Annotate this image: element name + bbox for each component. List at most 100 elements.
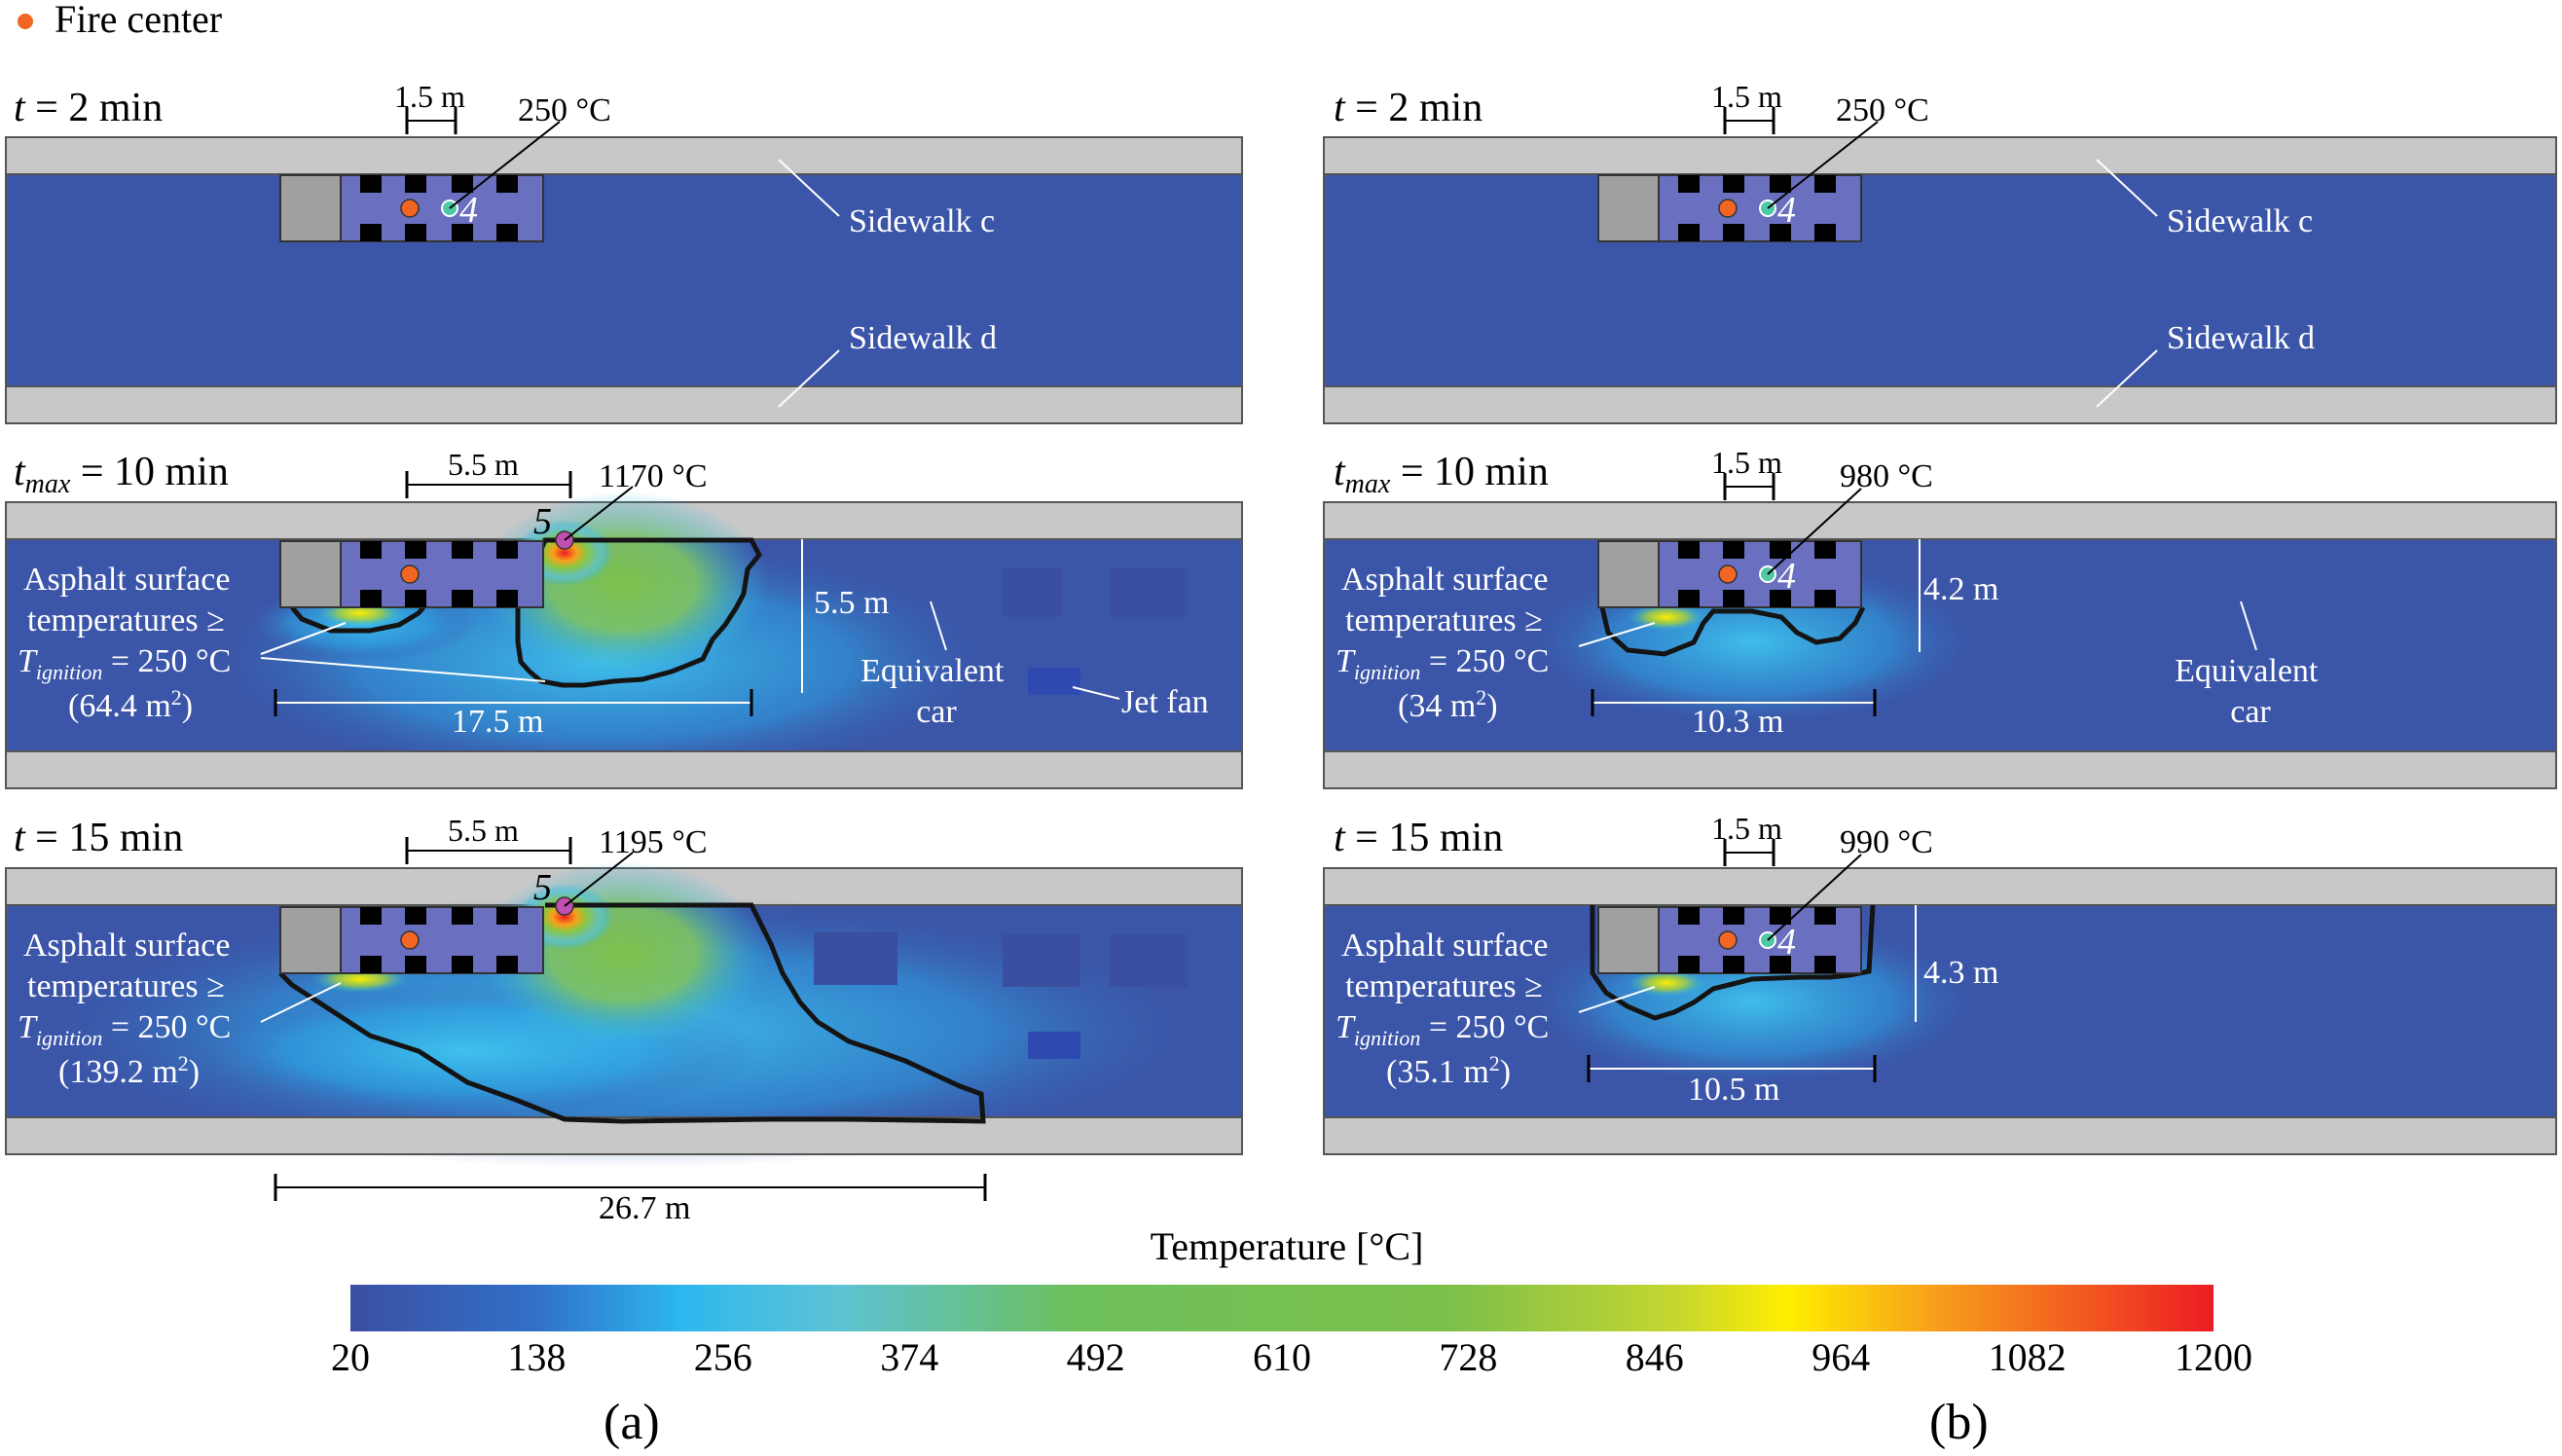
sidewalk-bottom: [5, 385, 1243, 424]
panel-b-caption: (b): [1929, 1395, 1989, 1450]
jet-fan-label: Jet fan: [1121, 684, 1209, 720]
ignition-threshold-label: Tignition = 250 °C: [18, 643, 231, 684]
panel-a-row-2min: t = 2 min 4 250 °C 1.5 m Sidewalk c Side…: [5, 79, 1243, 424]
equivalent-car-label: Equivalent car: [860, 653, 1012, 730]
sidewalk-c-label: Sidewalk c: [2167, 203, 2313, 239]
ignition-threshold-label: Tignition = 250 °C: [1336, 1009, 1549, 1050]
colorbar-tick-1: 138: [507, 1335, 566, 1379]
fire-center-marker: [400, 199, 420, 218]
panel-a-row-10min: tmax = 10 min 5 1170 °C: [5, 447, 1243, 789]
panel-b-row-2min: t = 2 min 4 250 °C 1.5 m Sidewalk c Side…: [1323, 79, 2557, 424]
asphalt-label: Asphalt surface temperatures ≥: [23, 562, 238, 638]
car-dim-label: 1.5 m: [1711, 445, 1782, 480]
ignition-area-label: (34 m2): [1398, 685, 1498, 724]
peak-temp-label: 990 °C: [1840, 824, 1933, 860]
fire-center-legend-marker: [18, 14, 33, 29]
time-label: t = 2 min: [14, 86, 163, 130]
time-label: t = 15 min: [14, 816, 183, 860]
colorbar-tick-4: 492: [1067, 1335, 1125, 1379]
fire-center-marker: [1718, 199, 1738, 218]
time-label: tmax = 10 min: [1334, 450, 1549, 499]
legend: Fire center: [18, 0, 222, 41]
peak-temp-label: 1170 °C: [599, 458, 708, 494]
car-dim-label: 1.5 m: [1711, 79, 1782, 114]
ignition-threshold-label: Tignition = 250 °C: [1336, 643, 1549, 684]
fire-center-marker: [1718, 930, 1738, 950]
car-dim-label: 5.5 m: [448, 447, 519, 482]
peak-temp-label: 250 °C: [518, 92, 611, 128]
colorbar-tick-3: 374: [880, 1335, 938, 1379]
burning-car: [279, 540, 544, 608]
panel-a: t = 2 min 4 250 °C 1.5 m Sidewalk c Side…: [5, 79, 1243, 1450]
fire-center-marker: [400, 930, 420, 950]
sidewalk-bottom: [1323, 385, 2557, 424]
length-dim-label: 17.5 m: [452, 704, 543, 740]
ignition-area-label: (35.1 m2): [1386, 1051, 1511, 1090]
sensor-id: 5: [533, 501, 552, 542]
sidewalk-bottom: [1323, 750, 2557, 789]
peak-temp-label: 250 °C: [1836, 92, 1929, 128]
car-dim-label: 1.5 m: [1711, 811, 1782, 846]
time-label: t = 2 min: [1334, 86, 1482, 130]
sidewalk-c-label: Sidewalk c: [849, 203, 995, 239]
sidewalk-top: [5, 136, 1243, 175]
total-length-dim-label: 26.7 m: [599, 1190, 690, 1226]
sidewalk-d-label: Sidewalk d: [2167, 320, 2315, 356]
ignition-contour-small: [290, 605, 425, 634]
asphalt-label: Asphalt surface temperatures ≥: [23, 928, 238, 1004]
sidewalk-bottom: [1323, 1116, 2557, 1155]
colorbar-tick-2: 256: [694, 1335, 752, 1379]
colorbar-gradient: [350, 1285, 2214, 1331]
ignition-area-label: (139.2 m2): [58, 1051, 200, 1090]
equivalent-car-label: Equivalent car: [2175, 653, 2326, 730]
colorbar-tick-6: 728: [1439, 1335, 1497, 1379]
length-dim-label: 10.5 m: [1688, 1072, 1779, 1108]
fire-center-marker: [400, 564, 420, 584]
time-label: t = 15 min: [1334, 816, 1503, 860]
ignition-contour: [1599, 605, 1866, 657]
width-dim-label: 5.5 m: [814, 585, 889, 621]
ignition-contour: [278, 902, 986, 1124]
sensor-id: 4: [1777, 922, 1796, 963]
peak-temp-label: 980 °C: [1840, 458, 1933, 494]
width-dim-label: 4.3 m: [1923, 955, 1998, 991]
sidewalk-top: [1323, 136, 2557, 175]
burning-car: 4: [279, 174, 544, 242]
sidewalk-top: [1323, 867, 2557, 906]
car-dim-label: 5.5 m: [448, 813, 519, 848]
time-label: tmax = 10 min: [14, 450, 229, 499]
sensor-id: 4: [1777, 190, 1796, 231]
ignition-contour: [515, 537, 762, 688]
sensor-id: 4: [1777, 556, 1796, 597]
peak-temp-label: 1195 °C: [599, 824, 708, 860]
panel-b-row-10min: tmax = 10 min 4 980 °C 1.5 m Aspha: [1323, 445, 2557, 789]
car-dim-label: 1.5 m: [394, 79, 465, 114]
colorbar-ticks: 20 138 256 374 492 610 728 846 964 1082 1200: [331, 1335, 2252, 1379]
panel-a-caption: (a): [604, 1395, 660, 1450]
colorbar-title: Temperature [°C]: [1151, 1224, 1424, 1268]
road: [1323, 173, 2557, 387]
sensor-id: 5: [533, 867, 552, 908]
panel-b: t = 2 min 4 250 °C 1.5 m Sidewalk c Side…: [1323, 79, 2557, 1450]
burning-car: 4: [1597, 906, 1862, 974]
colorbar-tick-5: 610: [1253, 1335, 1311, 1379]
asphalt-label: Asphalt surface temperatures ≥: [1341, 562, 1556, 638]
sidewalk-d-label: Sidewalk d: [849, 320, 997, 356]
colorbar-tick-0: 20: [331, 1335, 370, 1379]
fire-center-marker: [1718, 564, 1738, 584]
ignition-area-label: (64.4 m2): [68, 685, 193, 724]
width-dim-label: 4.2 m: [1923, 571, 1998, 607]
colorbar: Temperature [°C] 20 138 256 374 492 610 728 846…: [331, 1224, 2252, 1379]
burning-car: [279, 906, 544, 974]
fire-center-legend-label: Fire center: [55, 0, 222, 41]
colorbar-tick-8: 964: [1812, 1335, 1870, 1379]
burning-car: 4: [1597, 174, 1862, 242]
panel-b-row-15min: t = 15 min 4 990 °C 1.5 m Asphalt: [1323, 811, 2557, 1155]
ignition-contour: [1590, 904, 1876, 1021]
sidewalk-bottom: [5, 750, 1243, 789]
length-dim-label: 10.3 m: [1692, 704, 1783, 740]
road: [5, 173, 1243, 387]
asphalt-label: Asphalt surface temperatures ≥: [1341, 928, 1556, 1004]
colorbar-tick-10: 1200: [2175, 1335, 2252, 1379]
